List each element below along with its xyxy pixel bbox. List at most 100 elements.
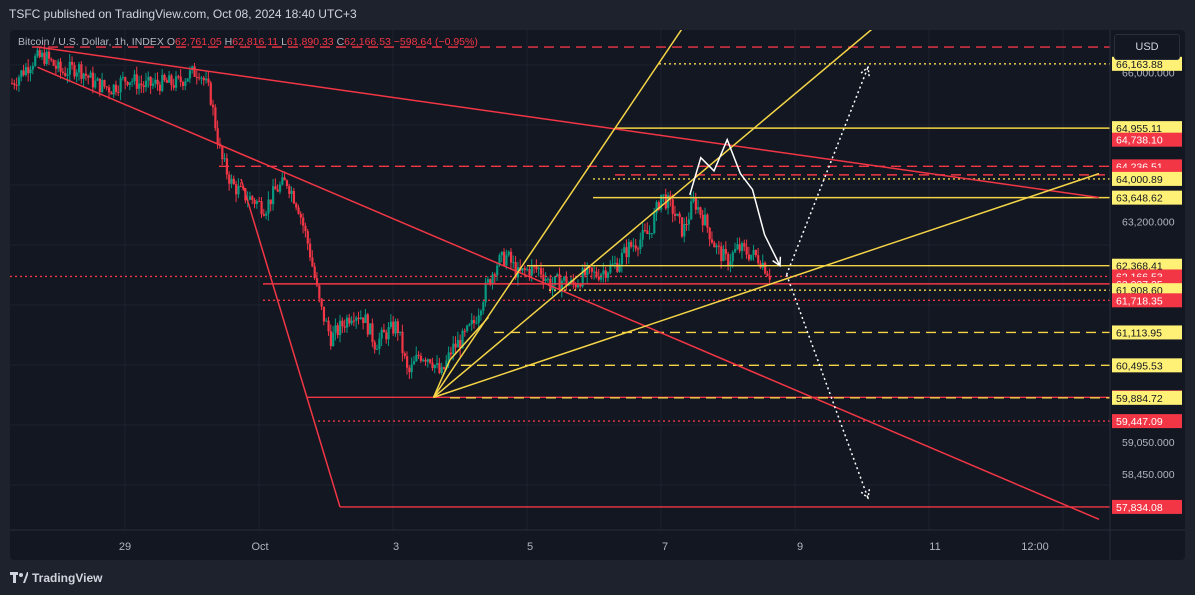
- candle-body: [565, 276, 568, 286]
- candle-body: [558, 274, 561, 290]
- price-label-box: [1112, 171, 1182, 186]
- candle-body: [108, 87, 111, 93]
- candle-body: [408, 367, 411, 373]
- candle-body: [276, 189, 279, 192]
- price-chart[interactable]: 66,000.00063,200.00059,050.00058,450.000…: [10, 30, 1185, 560]
- candle-body: [142, 85, 145, 88]
- candle-body: [399, 331, 402, 334]
- candle-body: [211, 104, 215, 108]
- candle-body: [22, 70, 25, 76]
- candle-body: [422, 359, 425, 361]
- published-text: TSFC published on TradingView.com, Oct 0…: [9, 7, 357, 21]
- candle-body: [149, 76, 152, 86]
- candle-body: [221, 146, 224, 160]
- candle-body: [482, 302, 485, 311]
- candle-body: [694, 197, 697, 210]
- candle-body: [61, 71, 65, 73]
- candle-body: [253, 199, 256, 204]
- close-value: 62,166.53: [344, 36, 391, 48]
- candle-body: [436, 363, 439, 365]
- candle-body: [660, 194, 663, 210]
- x-tick-label: 12:00: [1021, 541, 1049, 553]
- candle-body: [544, 279, 547, 281]
- price-label-text: 64,738.10: [1116, 135, 1163, 147]
- candle-body: [743, 243, 746, 247]
- trend-line: [432, 30, 683, 398]
- candle-body: [766, 273, 769, 276]
- high-value: 62,816.11: [232, 36, 279, 48]
- candle-body: [606, 272, 610, 278]
- candle-body: [764, 262, 767, 274]
- candle-body: [750, 254, 753, 260]
- candle-body: [475, 322, 478, 324]
- candle-body: [745, 246, 748, 255]
- candle-body: [676, 213, 679, 216]
- candle-body: [73, 64, 76, 77]
- trend-line: [433, 30, 873, 398]
- candle-body: [648, 233, 651, 235]
- candle-body: [126, 81, 129, 85]
- candle-body: [288, 186, 291, 194]
- candle-body: [655, 202, 658, 214]
- chart-panel[interactable]: 66,000.000 63,200.000 59,050.000 58,450.000…: [10, 30, 1185, 560]
- candle-body: [128, 82, 132, 85]
- candle-body: [461, 330, 464, 349]
- candle-body: [318, 285, 321, 299]
- candle-body: [602, 270, 605, 275]
- candle-body: [230, 178, 233, 184]
- candle-body: [369, 323, 372, 335]
- candle-body: [375, 348, 379, 350]
- candle-body: [489, 279, 492, 285]
- price-label-box: [1112, 121, 1182, 136]
- candle-body: [170, 75, 173, 86]
- candle-body: [387, 326, 390, 340]
- candle-body: [181, 81, 185, 86]
- currency-button[interactable]: USD: [1114, 34, 1180, 60]
- candle-body: [251, 196, 254, 200]
- candle-body: [163, 74, 166, 81]
- candle-body: [704, 214, 707, 226]
- candle-body: [473, 320, 476, 324]
- candle-body: [184, 81, 187, 86]
- projection-arrow: [785, 66, 869, 275]
- candle-body: [272, 186, 275, 205]
- candle-body: [223, 158, 226, 160]
- candle-body: [526, 269, 529, 271]
- candle-body: [36, 50, 39, 57]
- candle-body: [334, 325, 337, 333]
- candle-body: [692, 197, 695, 202]
- candle-body: [731, 252, 734, 262]
- price-label-box: [1112, 190, 1182, 205]
- candle-body: [17, 77, 21, 86]
- price-label-text: 66,163.88: [1116, 59, 1163, 71]
- candle-body: [604, 270, 607, 278]
- candle-body: [715, 245, 718, 248]
- candle-body: [41, 52, 44, 58]
- candle-body: [523, 268, 527, 271]
- candle-body: [315, 277, 319, 286]
- candle-body: [657, 202, 660, 210]
- candle-body: [563, 276, 566, 281]
- candle-body: [556, 274, 559, 277]
- candle-body: [535, 266, 538, 270]
- candle-body: [292, 190, 296, 204]
- price-label-text: 64,000.89: [1116, 174, 1163, 186]
- candle-body: [419, 355, 423, 361]
- candle-body: [177, 76, 180, 78]
- candle-body: [503, 251, 506, 266]
- price-label-box: [1112, 390, 1182, 405]
- candle-body: [209, 82, 212, 105]
- candle-body: [426, 359, 429, 362]
- x-tick-label: 11: [929, 541, 940, 553]
- candle-body: [135, 74, 138, 89]
- candle-body: [590, 267, 594, 272]
- candle-body: [158, 84, 162, 91]
- candle-body: [498, 255, 501, 266]
- candle-body: [667, 195, 670, 209]
- candle-body: [724, 248, 727, 254]
- candle-body: [332, 332, 335, 347]
- candle-body: [98, 78, 101, 93]
- candle-body: [260, 201, 263, 215]
- candle-body: [486, 279, 490, 283]
- candle-body: [297, 207, 300, 214]
